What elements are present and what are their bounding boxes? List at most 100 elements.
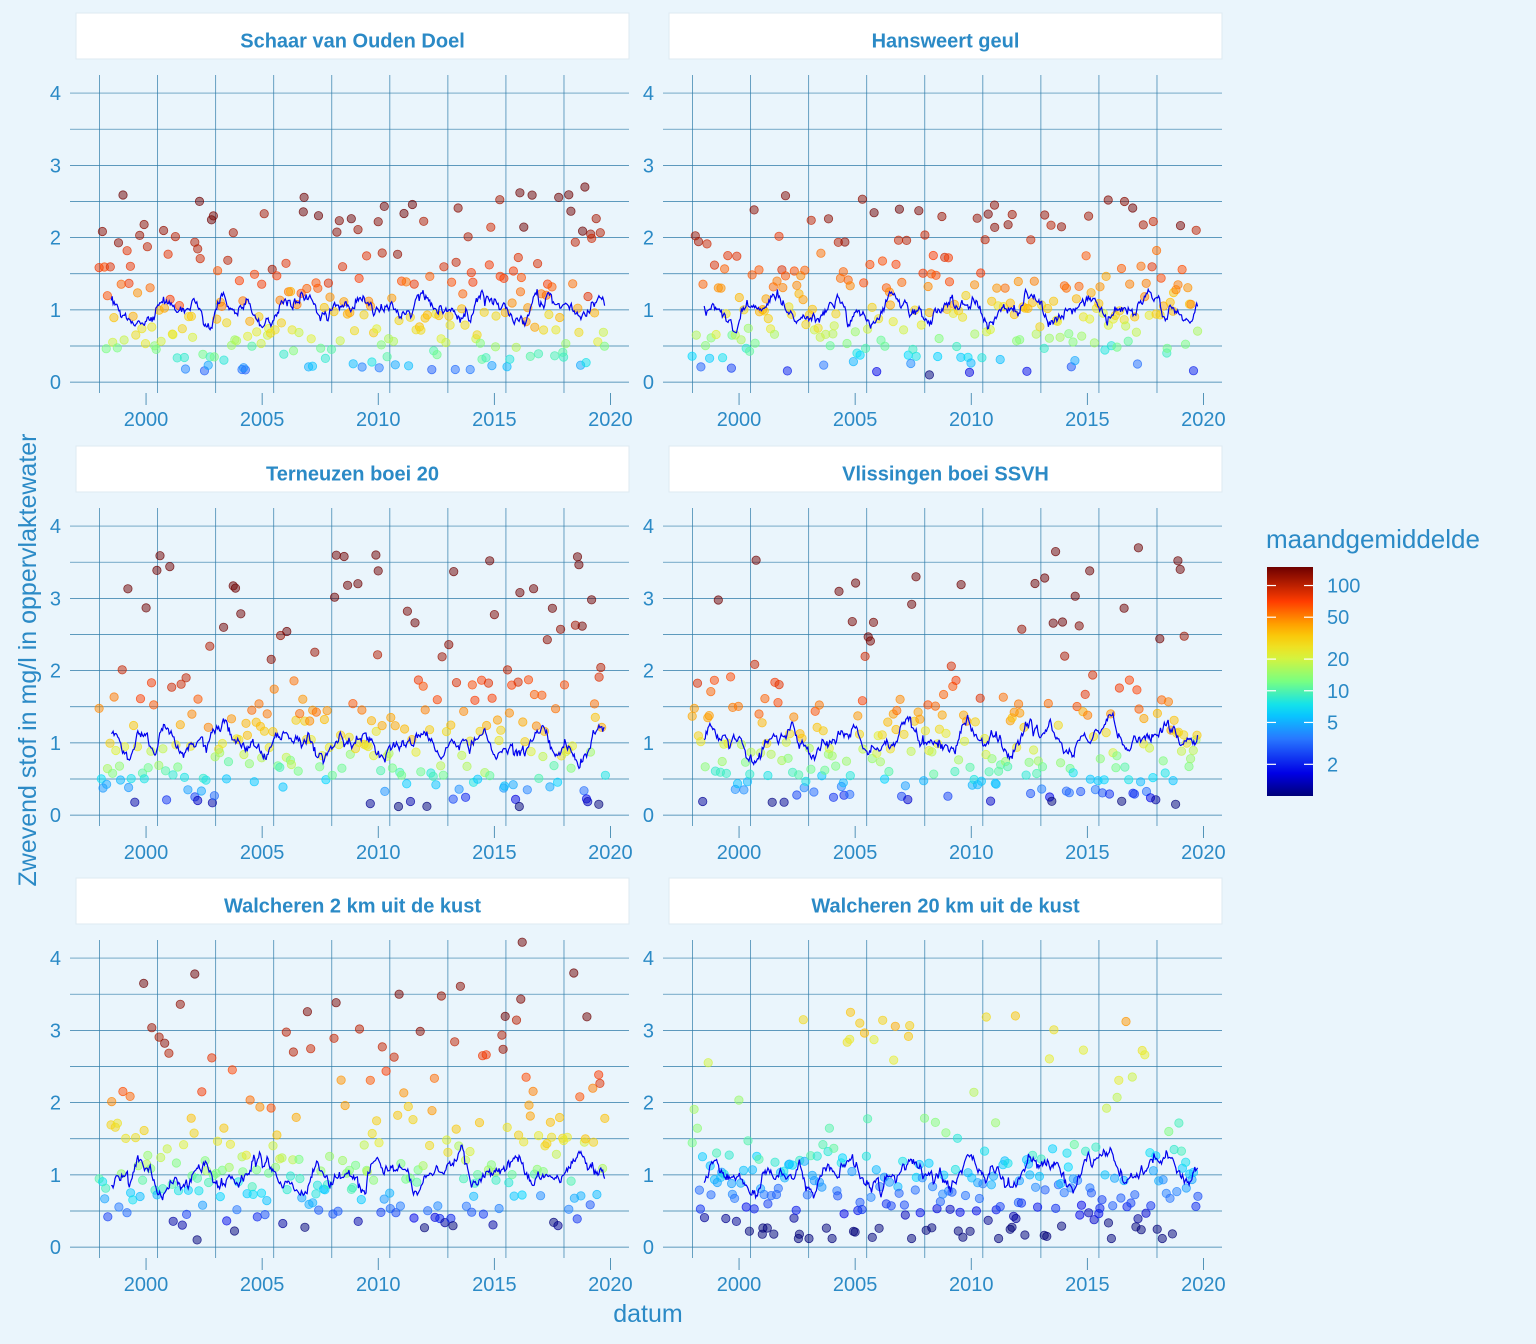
data-point (196, 786, 206, 796)
data-point (508, 780, 518, 790)
data-point (953, 306, 964, 316)
data-point (371, 550, 381, 560)
y-tick-label: 1 (643, 733, 654, 755)
data-point (508, 266, 519, 276)
data-point (396, 1159, 406, 1169)
data-point (278, 782, 288, 792)
data-point (1056, 1178, 1066, 1189)
data-point (1157, 1233, 1167, 1244)
data-point (757, 1229, 767, 1239)
data-point (929, 769, 939, 779)
data-point (291, 1112, 301, 1123)
data-point (1193, 1191, 1203, 1201)
y-tick-label: 2 (50, 661, 61, 683)
data-point (463, 232, 473, 242)
data-point (959, 736, 970, 746)
data-point (898, 325, 909, 335)
data-point (122, 1208, 132, 1218)
running-mean-line (703, 287, 1199, 334)
data-point (879, 774, 890, 784)
data-point (842, 338, 852, 349)
data-point (1064, 329, 1074, 339)
data-point (363, 741, 373, 752)
y-tick-label: 4 (50, 948, 61, 970)
data-point (269, 684, 279, 694)
data-point (528, 584, 539, 594)
data-point (1181, 1157, 1191, 1167)
data-point (320, 353, 330, 363)
data-point (859, 1028, 870, 1038)
data-point (389, 1052, 399, 1062)
data-point (222, 318, 232, 328)
data-point (243, 331, 253, 341)
y-tick-label: 4 (643, 948, 654, 970)
data-point (306, 1044, 316, 1054)
data-point (425, 271, 435, 281)
data-point (525, 1111, 535, 1121)
data-point (478, 1209, 488, 1219)
data-point (923, 700, 933, 710)
data-point (372, 650, 383, 660)
data-point (798, 1015, 808, 1025)
data-point (418, 1161, 428, 1171)
data-point (145, 283, 155, 293)
data-point (374, 363, 384, 373)
data-point (1155, 634, 1165, 644)
data-point (197, 1087, 207, 1097)
x-tick-label: 2010 (949, 1274, 994, 1296)
data-point (1043, 303, 1053, 314)
data-point (1103, 195, 1113, 205)
data-point (432, 695, 442, 705)
facet-panel: Hansweert geul 2000 2005 2010 2015 2020 0 1 2 3 4 (643, 12, 1226, 431)
data-point (379, 201, 389, 211)
data-point (1007, 209, 1017, 220)
data-point (236, 609, 246, 619)
data-point (886, 1201, 896, 1211)
data-point (829, 321, 839, 331)
x-tick-label: 2020 (1181, 1274, 1226, 1296)
data-point (325, 292, 335, 302)
data-point (453, 203, 463, 213)
data-point (405, 1173, 415, 1183)
data-point (1173, 556, 1183, 566)
data-point (444, 311, 454, 321)
data-point (139, 774, 149, 784)
data-point (242, 730, 252, 740)
data-point (828, 329, 838, 339)
data-point (910, 1185, 920, 1195)
data-point (750, 659, 760, 670)
data-point (1103, 1218, 1114, 1228)
data-point (117, 665, 127, 675)
data-point (1141, 1208, 1151, 1218)
data-point (961, 290, 971, 301)
x-tick-label: 2000 (124, 409, 169, 431)
data-point (410, 618, 420, 628)
data-point (800, 265, 810, 275)
data-point (270, 325, 280, 335)
data-point (535, 1191, 546, 1201)
data-point (875, 757, 886, 767)
data-point (1086, 288, 1096, 298)
data-point (267, 264, 277, 274)
data-point (1183, 283, 1193, 293)
data-point (1132, 359, 1143, 369)
data-point (884, 1177, 895, 1187)
data-point (575, 1092, 585, 1102)
data-point (298, 694, 308, 704)
data-point (113, 238, 124, 248)
data-point (513, 677, 523, 687)
data-point (952, 341, 962, 352)
data-point (1059, 1188, 1069, 1198)
data-point (547, 282, 557, 292)
data-point (333, 1206, 343, 1216)
data-point (933, 351, 943, 362)
y-tick-label: 3 (50, 155, 61, 177)
data-point (346, 214, 356, 224)
data-point (869, 1035, 879, 1045)
facet-strip (668, 445, 1223, 493)
data-point (208, 211, 218, 221)
data-point (226, 714, 237, 724)
data-point (1152, 708, 1163, 719)
data-point (820, 765, 830, 775)
data-point (485, 556, 495, 566)
